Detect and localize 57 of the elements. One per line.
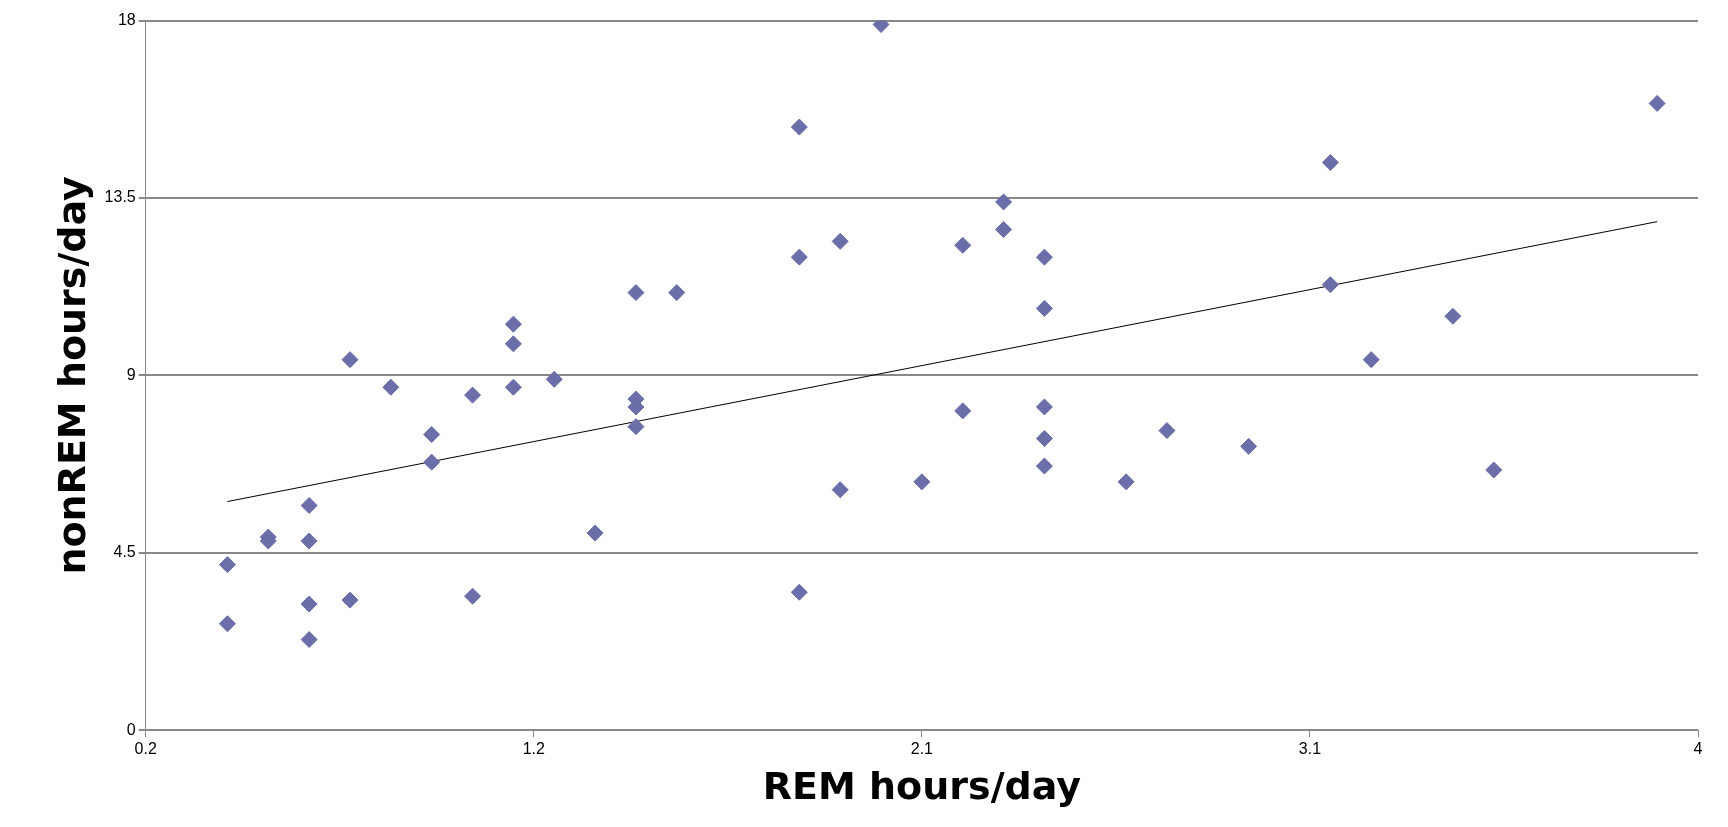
x-tick-label: 4 (1693, 740, 1703, 758)
point (1035, 299, 1053, 317)
point (504, 335, 522, 353)
point (218, 556, 236, 574)
point (1485, 461, 1503, 479)
y-tick-label: 18 (117, 11, 136, 29)
point (790, 583, 808, 601)
x-tick-label: 3.1 (1298, 740, 1322, 758)
y-axis-title: nonREM hours/day (49, 175, 94, 575)
y-tick-label: 0 (126, 720, 136, 738)
point (218, 615, 236, 633)
point (1362, 351, 1380, 369)
point (1321, 276, 1339, 294)
point (831, 232, 849, 250)
point (464, 587, 482, 605)
point (831, 481, 849, 499)
y-tick-label: 4.5 (113, 543, 136, 561)
point (1035, 248, 1053, 266)
point (1035, 457, 1053, 475)
point (1035, 398, 1053, 416)
point (668, 284, 686, 302)
point (995, 193, 1013, 211)
point (790, 118, 808, 136)
point (1158, 422, 1176, 440)
point (913, 473, 931, 491)
point (627, 284, 645, 302)
point (545, 370, 563, 388)
point (300, 532, 318, 550)
point (1240, 437, 1258, 455)
point (504, 378, 522, 396)
point (300, 496, 318, 514)
point (504, 315, 522, 333)
x-tick-label: 2.1 (910, 740, 934, 758)
point (341, 591, 359, 609)
point (1321, 154, 1339, 172)
point (790, 248, 808, 266)
point (586, 524, 604, 542)
point (423, 426, 441, 444)
point (1648, 94, 1666, 112)
point (300, 595, 318, 613)
y-tick-label: 13.5 (104, 188, 136, 206)
y-tick-label: 9 (126, 365, 136, 383)
point (954, 402, 972, 420)
point (382, 378, 400, 396)
point (995, 221, 1013, 239)
point (300, 631, 318, 649)
point (341, 351, 359, 369)
point (464, 386, 482, 404)
x-tick-label: 1.2 (522, 740, 546, 758)
x-axis-title: REM hours/day (762, 764, 1082, 809)
x-tick-label: 0.2 (134, 740, 157, 758)
point (627, 418, 645, 436)
point (1035, 429, 1053, 447)
point (423, 453, 441, 471)
point (954, 236, 972, 254)
point (1117, 473, 1135, 491)
point (1444, 307, 1462, 325)
